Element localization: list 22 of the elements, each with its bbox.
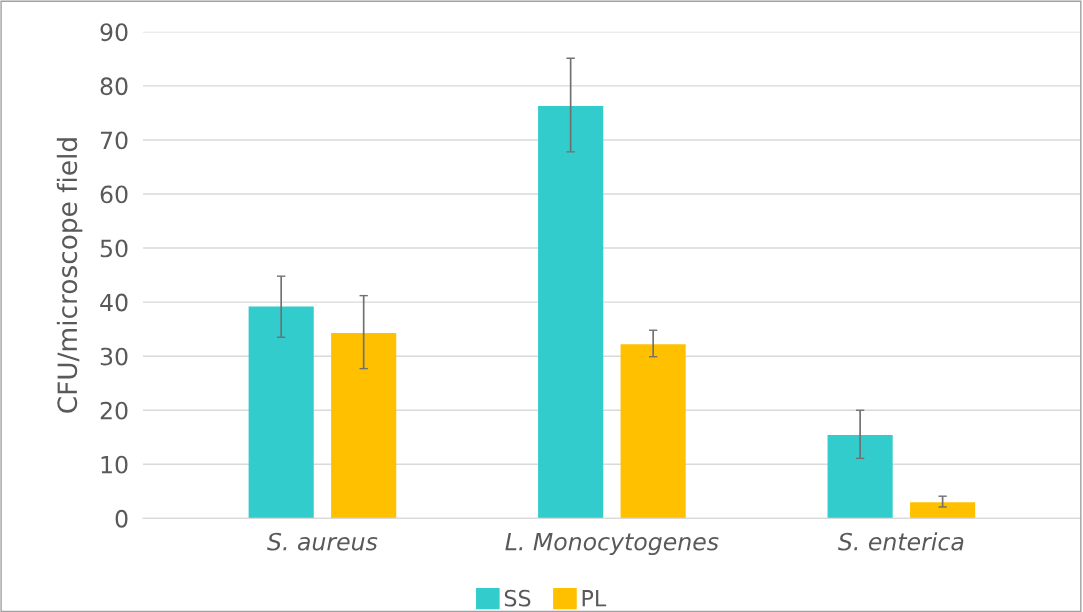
bar bbox=[331, 332, 397, 519]
bar bbox=[827, 435, 893, 519]
y-tick-label: 0 bbox=[115, 509, 128, 528]
y-tick-label: 10 bbox=[101, 455, 128, 474]
y-tick-label: 50 bbox=[100, 239, 128, 258]
bar bbox=[538, 105, 604, 519]
bar bbox=[620, 344, 686, 519]
bar bbox=[248, 306, 314, 519]
y-axis-title: CFU/microscope field bbox=[56, 138, 83, 413]
y-tick-label: 90 bbox=[100, 23, 128, 42]
y-tick-label: 70 bbox=[100, 131, 128, 150]
bar bbox=[910, 502, 976, 519]
y-tick-label: 30 bbox=[100, 347, 128, 366]
y-tick-label: 60 bbox=[100, 185, 128, 204]
x-tick-label: S. aureus bbox=[267, 532, 378, 551]
y-tick-label: 20 bbox=[100, 401, 128, 420]
legend-label: PL bbox=[582, 590, 607, 607]
x-tick-label: S. enterica bbox=[838, 532, 964, 551]
legend-label: SS bbox=[504, 589, 531, 607]
y-tick-label: 40 bbox=[100, 293, 128, 312]
x-tick-label: L. Monocytogenes bbox=[505, 532, 719, 556]
y-tick-label: 80 bbox=[100, 77, 128, 96]
